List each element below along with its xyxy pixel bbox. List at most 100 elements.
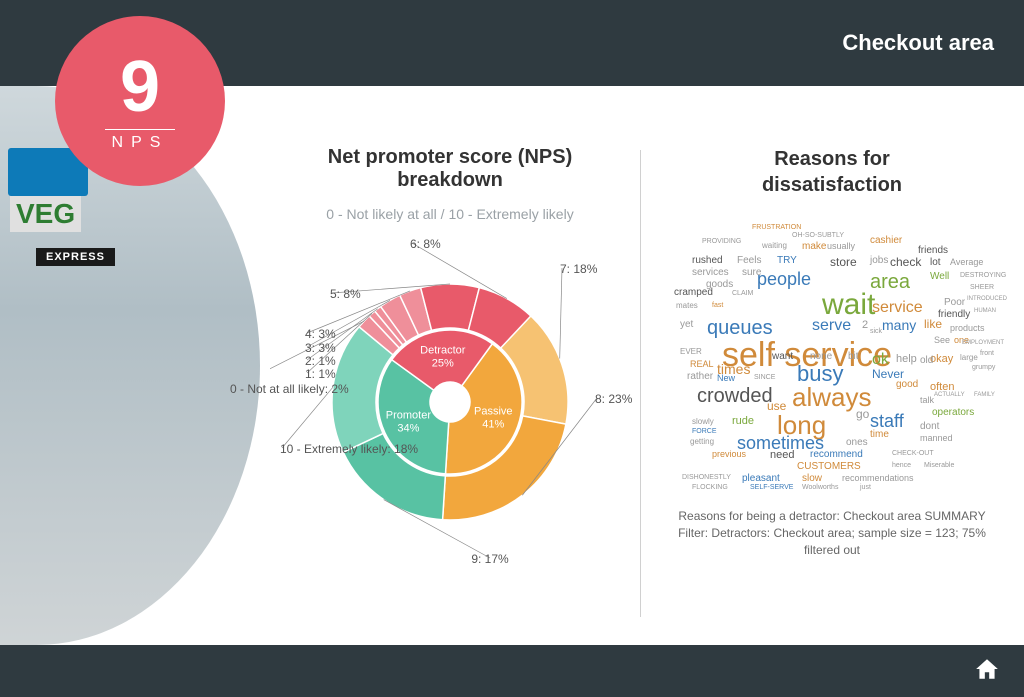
wordcloud-word: previous xyxy=(712,450,746,459)
wordcloud-word: people xyxy=(757,270,811,288)
nps-breakdown-panel: Net promoter score (NPS) breakdown 0 - N… xyxy=(260,146,640,582)
wordcloud-word: check xyxy=(890,256,921,268)
wordcloud-word: Woolworths xyxy=(802,484,838,491)
svg-text:34%: 34% xyxy=(397,423,419,435)
wordcloud-word: TRY xyxy=(777,256,797,266)
wordcloud-word: dont xyxy=(920,422,939,432)
wordcloud-word: products xyxy=(950,324,985,333)
wordcloud-word: okay xyxy=(930,354,953,365)
wordcloud-word: friends xyxy=(918,246,948,256)
wordcloud-word: FAMILY xyxy=(974,392,995,398)
wordcloud-word: service xyxy=(872,300,923,316)
scale-note: 0 - Not likely at all / 10 - Extremely l… xyxy=(260,206,640,222)
wordcloud-word: FLOCKING xyxy=(692,484,728,491)
wordcloud-word: CHECK-OUT xyxy=(892,450,934,457)
wordcloud-word: yet xyxy=(680,320,693,330)
nps-value: 9 xyxy=(120,51,160,123)
wordcloud-word: CUSTOMERS xyxy=(797,462,861,472)
wordcloud-word: wait xyxy=(822,290,875,320)
wordcloud-word: getting xyxy=(690,438,714,446)
wordcloud-word: CLAIM xyxy=(732,290,753,297)
wordcloud-word: queues xyxy=(707,318,773,338)
wordcloud-word: pleasant xyxy=(742,474,780,484)
wordcloud-word: cashier xyxy=(870,236,902,246)
wordcloud-word: ACTUALLY xyxy=(934,392,965,398)
wordcloud-word: Feels xyxy=(737,256,761,266)
wordcloud-word: talk xyxy=(920,396,934,405)
wordcloud-word: slowly xyxy=(692,418,714,426)
wordcloud-word: HUMAN xyxy=(974,308,996,314)
wordcloud-word: rushed xyxy=(692,256,723,266)
wordcloud-word: EVER xyxy=(680,348,702,356)
wordcloud-word: Well xyxy=(930,272,949,282)
wordcloud-word: bit xyxy=(848,352,859,362)
svg-text:Passive: Passive xyxy=(474,406,513,418)
panel-divider xyxy=(640,150,641,617)
wordcloud-word: make xyxy=(802,242,826,252)
wordcloud-word: SELF-SERVE xyxy=(750,484,793,491)
wordcloud-word: sick xyxy=(870,328,882,335)
svg-text:Detractor: Detractor xyxy=(420,345,466,357)
wordcloud-word: area xyxy=(870,272,910,292)
wordcloud-word: FRUSTRATION xyxy=(752,224,801,231)
wordcloud-word: want xyxy=(772,352,793,362)
nps-separator xyxy=(105,129,175,130)
wordcloud-word: usually xyxy=(827,242,855,251)
slice-label: 9: 17% xyxy=(471,552,508,566)
wordcloud-word: 2 xyxy=(862,320,868,331)
donut-chart: Passive41%Promoter34%Detractor25% 7: 18%… xyxy=(270,222,630,582)
svg-text:Promoter: Promoter xyxy=(386,410,432,422)
wordcloud-caption: Reasons for being a detractor: Checkout … xyxy=(660,508,1004,558)
wordcloud-word: recommendations xyxy=(842,474,914,483)
wordcloud-word: front xyxy=(980,350,994,357)
wordcloud-word: time xyxy=(870,430,889,440)
wordcloud-word: grumpy xyxy=(972,364,995,371)
footer-bar xyxy=(0,645,1024,697)
wordcloud-word: friendly xyxy=(938,310,970,320)
svg-text:41%: 41% xyxy=(482,419,504,431)
slice-label: 3: 3% xyxy=(305,341,336,355)
nps-badge: 9 NPS xyxy=(55,16,225,186)
wordcloud-word: INTRODUCED xyxy=(967,296,1007,302)
slice-label: 5: 8% xyxy=(330,287,361,301)
page-title: Checkout area xyxy=(842,30,994,56)
wordcloud-word: crowded xyxy=(697,386,773,406)
wordcloud-word: hence xyxy=(892,462,911,469)
slice-label: 1: 1% xyxy=(305,367,336,381)
wordcloud-word: fast xyxy=(712,302,723,309)
wordcloud-word: busy xyxy=(797,363,843,385)
dissatisfaction-title: Reasons for dissatisfaction xyxy=(660,146,1004,198)
wordcloud-word: staff xyxy=(870,412,904,430)
wordcloud-word: operators xyxy=(932,408,974,418)
wordcloud-word: Average xyxy=(950,258,983,267)
wordcloud-word: rather xyxy=(687,372,713,382)
nps-label: NPS xyxy=(112,134,169,152)
wordcloud-word: ones xyxy=(846,438,868,448)
word-cloud: self servicewaitalwayslongbusyqueuescrow… xyxy=(662,228,1002,498)
wordcloud-word: waiting xyxy=(762,242,787,250)
wordcloud-word: store xyxy=(830,256,857,268)
wordcloud-word: DISHONESTLY xyxy=(682,474,731,481)
wordcloud-word: good xyxy=(896,380,918,390)
wordcloud-word: none xyxy=(810,352,832,362)
wordcloud-word: PROVIDING xyxy=(702,238,741,245)
wordcloud-word: slow xyxy=(802,474,822,484)
wordcloud-word: SINCE xyxy=(754,374,775,381)
wordcloud-word: go xyxy=(856,408,869,420)
slice-label: 6: 8% xyxy=(410,237,441,251)
wordcloud-word: large xyxy=(960,354,978,362)
wordcloud-word: sure xyxy=(742,268,761,278)
wordcloud-word: lot xyxy=(930,258,941,268)
svg-text:25%: 25% xyxy=(432,358,454,370)
wordcloud-word: many xyxy=(882,318,916,332)
slice-label: 10 - Extremely likely: 18% xyxy=(280,442,418,456)
wordcloud-word: Miserable xyxy=(924,462,954,469)
wordcloud-word: rude xyxy=(732,416,754,427)
slice-label: 0 - Not at all likely: 2% xyxy=(230,382,349,396)
home-icon[interactable] xyxy=(974,656,1000,687)
wordcloud-word: use xyxy=(767,400,786,412)
wordcloud-word: jobs xyxy=(870,256,888,266)
wordcloud-word: FORCE xyxy=(692,428,717,435)
wordcloud-word: SHEER xyxy=(970,284,994,291)
wordcloud-word: help xyxy=(896,354,917,365)
